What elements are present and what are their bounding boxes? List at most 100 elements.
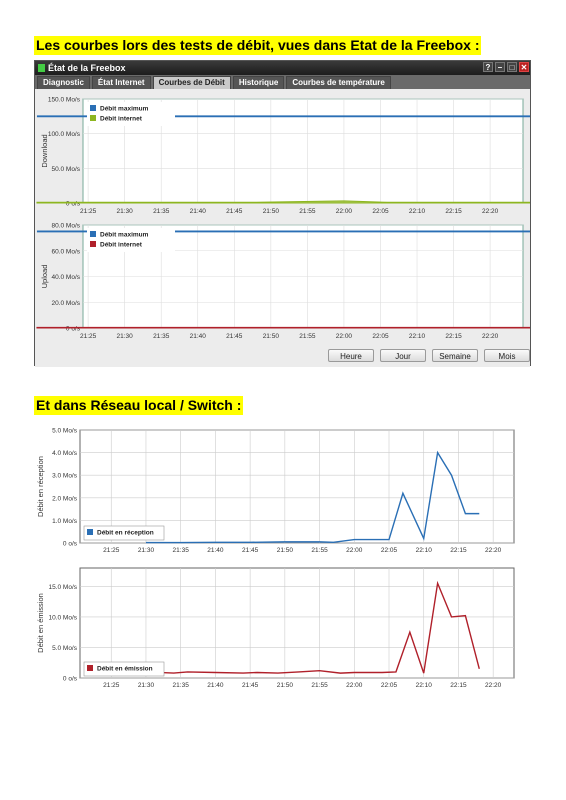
y-axis-title: Upload xyxy=(40,265,49,289)
x-tick-label: 22:15 xyxy=(450,547,467,554)
x-tick-label: 21:50 xyxy=(263,333,280,340)
x-tick-label: 21:55 xyxy=(299,208,316,215)
y-axis-title: Débit en émission xyxy=(36,593,45,653)
legend-swatch xyxy=(90,241,96,247)
legend-label: Débit internet xyxy=(100,242,143,249)
x-tick-label: 21:35 xyxy=(173,682,190,689)
y-tick-label: 5.0 Mo/s xyxy=(52,428,78,435)
y-tick-label: 0 o/s xyxy=(66,201,81,208)
x-tick-label: 22:05 xyxy=(381,682,398,689)
x-tick-label: 21:30 xyxy=(138,547,155,554)
legend-swatch xyxy=(87,665,93,671)
x-tick-label: 22:00 xyxy=(336,333,353,340)
period-week-button[interactable]: Semaine xyxy=(432,349,478,362)
legend-swatch xyxy=(90,105,96,111)
tab-historique[interactable]: Historique xyxy=(232,76,285,89)
x-tick-label: 21:40 xyxy=(207,682,224,689)
y-tick-label: 4.0 Mo/s xyxy=(52,450,78,457)
y-tick-label: 50.0 Mo/s xyxy=(51,166,80,173)
x-tick-label: 21:35 xyxy=(153,333,170,340)
x-tick-label: 22:10 xyxy=(409,333,426,340)
plot-area xyxy=(79,567,515,679)
tab-courbes-temperature[interactable]: Courbes de température xyxy=(286,76,391,89)
y-tick-label: 150.0 Mo/s xyxy=(48,97,81,104)
series-line xyxy=(145,450,480,544)
x-tick-label: 22:00 xyxy=(346,682,363,689)
x-tick-label: 21:50 xyxy=(277,547,294,554)
x-tick-label: 21:30 xyxy=(117,208,134,215)
y-axis-title: Download xyxy=(40,134,49,167)
x-tick-label: 21:40 xyxy=(190,333,207,340)
x-tick-label: 22:05 xyxy=(372,333,389,340)
x-tick-label: 21:55 xyxy=(311,682,328,689)
x-tick-label: 22:00 xyxy=(336,208,353,215)
x-tick-label: 21:50 xyxy=(277,682,294,689)
y-tick-label: 2.0 Mo/s xyxy=(52,495,78,502)
window-title: État de la Freebox xyxy=(48,63,126,73)
y-tick-label: 0 o/s xyxy=(66,326,81,333)
legend-box xyxy=(83,525,165,541)
x-tick-label: 22:05 xyxy=(372,208,389,215)
y-axis-title: Débit en réception xyxy=(36,456,45,517)
period-hour-button[interactable]: Heure xyxy=(328,349,374,362)
plot-area xyxy=(79,429,515,544)
x-tick-label: 21:25 xyxy=(103,547,120,554)
x-tick-label: 22:15 xyxy=(450,682,467,689)
freebox-status-window: État de la Freebox ? – □ ✕ Diagnostic Ét… xyxy=(34,60,531,367)
legend-swatch xyxy=(90,231,96,237)
legend-swatch xyxy=(90,115,96,121)
x-tick-label: 21:35 xyxy=(173,547,190,554)
section-heading-switch: Et dans Réseau local / Switch : xyxy=(34,396,244,415)
x-tick-label: 21:45 xyxy=(226,208,243,215)
x-tick-label: 22:05 xyxy=(381,547,398,554)
x-tick-label: 21:45 xyxy=(242,547,259,554)
period-day-button[interactable]: Jour xyxy=(380,349,426,362)
series-line xyxy=(145,580,480,674)
freebox-logo-icon xyxy=(38,64,45,72)
legend-label: Débit en réception xyxy=(97,530,154,537)
x-tick-label: 21:45 xyxy=(242,682,259,689)
x-tick-label: 22:15 xyxy=(445,208,462,215)
legend-box xyxy=(83,661,165,677)
x-tick-label: 21:45 xyxy=(226,333,243,340)
x-tick-label: 22:20 xyxy=(482,208,499,215)
maximize-button[interactable]: □ xyxy=(507,62,517,72)
x-tick-label: 21:55 xyxy=(299,333,316,340)
x-tick-label: 22:20 xyxy=(485,547,502,554)
close-button[interactable]: ✕ xyxy=(519,62,529,72)
freebox-charts: 21:25 21:30 21:35 21:40 21:45 21:50 21:55 22:00… xyxy=(35,89,530,367)
x-tick-label: 22:10 xyxy=(416,547,433,554)
x-tick-label: 22:10 xyxy=(416,682,433,689)
x-tick-label: 22:10 xyxy=(409,208,426,215)
period-month-button[interactable]: Mois xyxy=(484,349,530,362)
series-area xyxy=(36,200,530,204)
legend-box xyxy=(87,228,175,252)
help-button[interactable]: ? xyxy=(483,62,493,72)
minimize-button[interactable]: – xyxy=(495,62,505,72)
y-tick-label: 0 o/s xyxy=(63,676,78,683)
tab-bar: Diagnostic État Internet Courbes de Débi… xyxy=(35,75,530,89)
y-tick-label: 20.0 Mo/s xyxy=(51,300,80,307)
tab-etat-internet[interactable]: État Internet xyxy=(91,76,151,89)
y-tick-label: 100.0 Mo/s xyxy=(48,131,81,138)
x-tick-label: 21:30 xyxy=(138,682,155,689)
x-tick-label: 22:15 xyxy=(445,333,462,340)
y-tick-label: 3.0 Mo/s xyxy=(52,473,78,480)
legend-label: Débit en émission xyxy=(97,666,153,673)
x-tick-label: 21:40 xyxy=(207,547,224,554)
x-tick-label: 22:00 xyxy=(346,547,363,554)
x-tick-label: 21:55 xyxy=(311,547,328,554)
x-tick-label: 21:25 xyxy=(80,208,97,215)
tab-courbes-debit[interactable]: Courbes de Débit xyxy=(152,76,231,89)
y-tick-label: 80.0 Mo/s xyxy=(51,223,80,230)
y-tick-label: 15.0 Mo/s xyxy=(48,584,77,591)
section-heading-freebox: Les courbes lors des tests de débit, vue… xyxy=(34,36,482,55)
x-tick-label: 21:40 xyxy=(190,208,207,215)
y-tick-label: 60.0 Mo/s xyxy=(51,248,80,255)
x-tick-label: 21:35 xyxy=(153,208,170,215)
legend-label: Débit maximum xyxy=(100,106,149,113)
window-titlebar[interactable]: État de la Freebox ? – □ ✕ xyxy=(35,61,530,75)
series-area xyxy=(36,326,530,329)
y-tick-label: 5.0 Mo/s xyxy=(52,645,78,652)
tab-diagnostic[interactable]: Diagnostic xyxy=(37,76,90,89)
